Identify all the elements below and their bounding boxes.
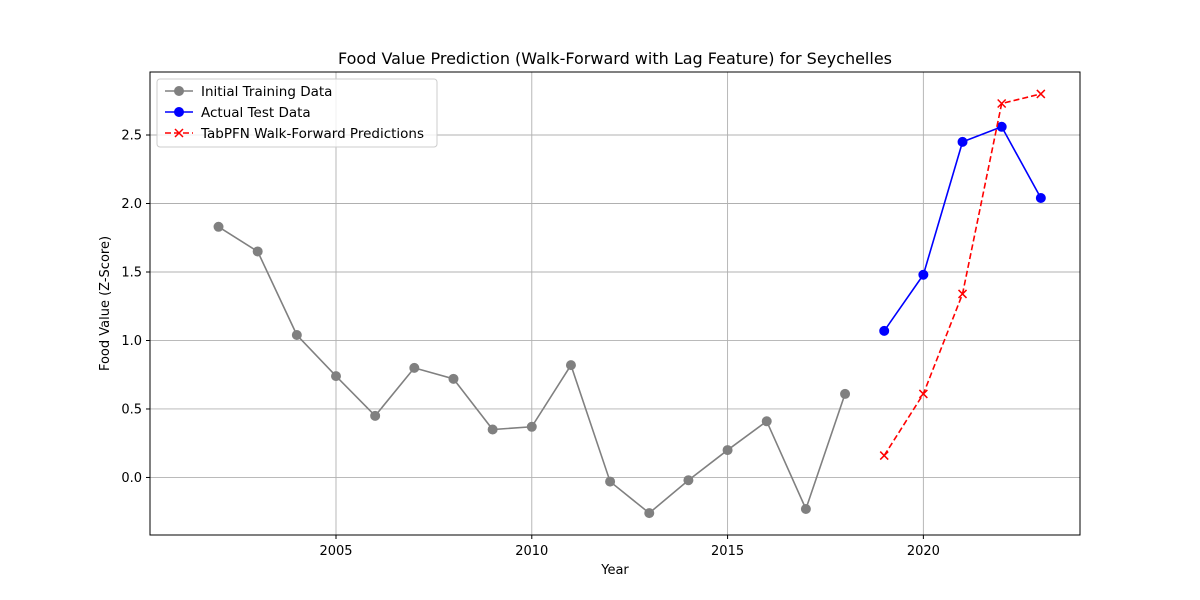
series-0 (213, 221, 851, 519)
legend-marker (174, 128, 184, 138)
legend-label: Initial Training Data (201, 84, 332, 100)
data-point (644, 508, 655, 519)
y-axis-title: Food Value (Z-Score) (98, 236, 113, 371)
legend: Initial Training Data Actual Test Data Tab… (156, 78, 438, 148)
data-point (879, 325, 890, 336)
series-layer (213, 89, 1046, 519)
x-axis-title: Year (600, 563, 629, 578)
y-tick-label: 2.0 (121, 197, 142, 212)
data-point (683, 475, 694, 486)
data-point (957, 289, 968, 299)
chart-title: Food Value Prediction (Walk-Forward with… (338, 49, 892, 68)
data-point (605, 476, 616, 487)
data-point (1036, 89, 1046, 99)
data-point (487, 424, 498, 435)
data-point (291, 330, 302, 341)
legend-entry: TabPFN Walk-Forward Predictions (165, 126, 424, 142)
data-point (213, 221, 224, 232)
x-tick-label: 2015 (711, 544, 744, 559)
data-point (252, 246, 263, 257)
data-point (918, 389, 928, 399)
data-point (918, 269, 929, 280)
data-point (722, 445, 733, 456)
data-point (526, 421, 537, 432)
legend-label: Actual Test Data (201, 105, 311, 121)
data-point (761, 416, 772, 427)
x-tick-label: 2005 (319, 544, 352, 559)
legend-box (156, 78, 438, 148)
legend-label: TabPFN Walk-Forward Predictions (200, 126, 424, 142)
legend-entry: Actual Test Data (165, 105, 311, 121)
data-point (565, 360, 576, 371)
legend-marker (174, 86, 184, 96)
data-point (331, 371, 341, 382)
axis-ticks: 2005 2010 2015 2020 0.0 0.5 1.0 1.5 2.0 2.5 (121, 129, 940, 559)
legend-entry: Initial Training Data (165, 84, 332, 100)
y-tick-label: 2.5 (121, 129, 142, 144)
legend-marker (174, 107, 184, 117)
x-tick-label: 2020 (907, 544, 940, 559)
data-point (957, 136, 968, 147)
x-tick-label: 2010 (515, 544, 548, 559)
y-tick-label: 1.0 (121, 334, 142, 349)
data-point (879, 451, 889, 461)
data-point (370, 410, 381, 421)
data-point (996, 121, 1007, 132)
y-tick-label: 1.5 (121, 265, 142, 280)
y-tick-label: 0.0 (121, 471, 142, 486)
series-2 (879, 89, 1046, 461)
data-point (800, 503, 811, 514)
data-point (840, 388, 851, 399)
data-point (448, 373, 459, 384)
grid-lines (150, 72, 1080, 535)
plot-frame (149, 71, 1081, 536)
data-point (1035, 193, 1046, 204)
data-point (997, 98, 1007, 109)
y-tick-label: 0.5 (121, 402, 142, 417)
data-point (409, 362, 420, 373)
